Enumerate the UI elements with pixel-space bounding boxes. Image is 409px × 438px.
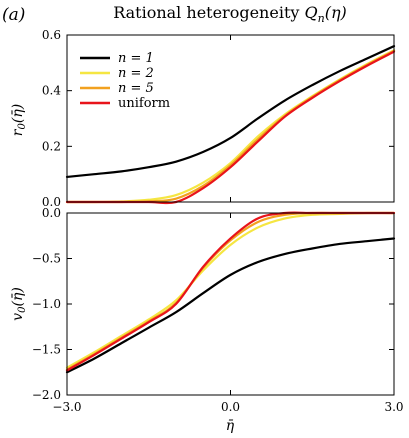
- r0-series-n2: [65, 49, 396, 204]
- r0-plot-frame: [66, 34, 395, 203]
- chart-title: Rational heterogeneity Qn(η): [113, 3, 347, 25]
- v0-y-tick-label: −2.0: [32, 388, 61, 402]
- panel-v0: −2.0 −1.5 −1.0 −0.5 0.0 −3.0 0.0 3.0 v0(η̄) η̄: [10, 206, 404, 434]
- x-tick-label: 3.0: [384, 400, 403, 414]
- v0-y-tick-label: −0.5: [32, 252, 61, 266]
- x-tick-label: −3.0: [52, 400, 81, 414]
- r0-curves: [65, 45, 396, 205]
- r0-series-n1: [65, 45, 396, 179]
- v0-y-tick-label: 0.0: [42, 206, 61, 220]
- r0-series-uniform: [65, 50, 396, 205]
- legend-label-n1: n = 1: [118, 51, 154, 66]
- title-main: Rational heterogeneity: [113, 3, 304, 22]
- r0-y-tick-label: 0.4: [42, 84, 61, 98]
- v0-y-tick-label: −1.5: [32, 343, 61, 357]
- title-argument: (η): [325, 3, 347, 22]
- v0-y-ticks: −2.0 −1.5 −1.0 −0.5 0.0: [32, 206, 394, 402]
- v0-y-tick-label: −1.0: [32, 297, 61, 311]
- r0-y-tick-label: 0.2: [42, 139, 61, 153]
- title-subscript: n: [318, 12, 325, 25]
- v0-series-n2: [65, 211, 396, 369]
- r0-series-n5: [65, 49, 396, 204]
- v0-y-axis-label: v0(η̄): [10, 287, 28, 321]
- v0-x-ticks: −3.0 0.0 3.0: [52, 213, 404, 414]
- legend: n = 1 n = 2 n = 5 uniform: [80, 51, 170, 111]
- r0-y-tick-label: 0.0: [42, 195, 61, 209]
- x-axis-label: η̄: [226, 418, 235, 434]
- title-symbol: Q: [305, 3, 318, 22]
- v0-curves: [65, 211, 396, 374]
- panel-r0: 0.0 0.2 0.4 0.6 r0(η̄) n = 1 n = 2 n = 5 un…: [10, 28, 396, 209]
- legend-label-uniform: uniform: [118, 96, 170, 111]
- r0-y-ticks: 0.0 0.2 0.4 0.6: [42, 28, 394, 209]
- x-tick-label: 0.0: [221, 400, 240, 414]
- r0-y-axis-label: r0(η̄): [10, 104, 28, 136]
- legend-label-n2: n = 2: [118, 66, 154, 81]
- r0-y-tick-label: 0.6: [42, 28, 61, 42]
- r0-x-ticks: [66, 35, 395, 202]
- v0-series-n1: [65, 237, 396, 374]
- legend-label-n5: n = 5: [118, 81, 154, 96]
- panel-tag: (a): [2, 5, 25, 25]
